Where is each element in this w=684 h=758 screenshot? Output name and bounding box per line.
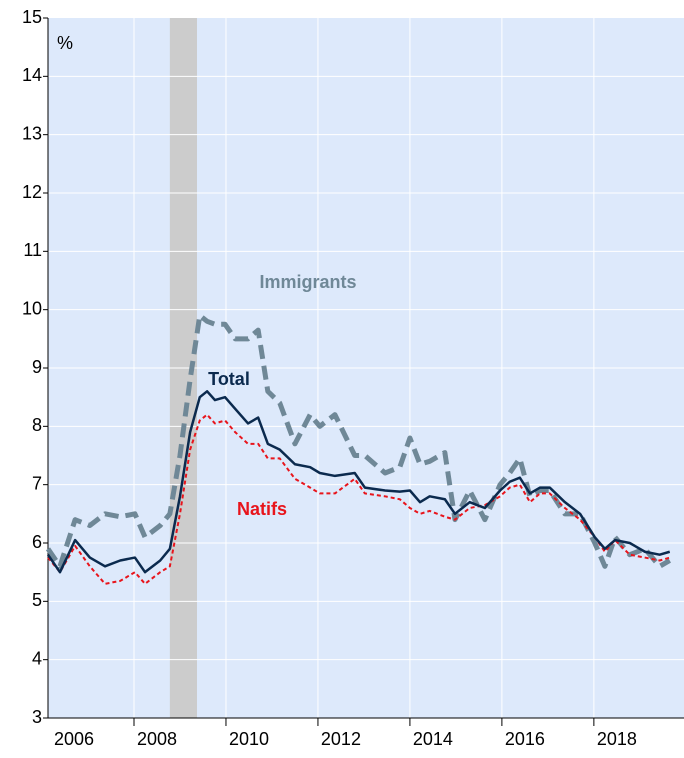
y-tick-label: 11 [23,240,42,260]
x-tick-label: 2008 [137,729,177,749]
y-tick-label: 3 [32,707,42,727]
y-tick-label: 6 [32,532,42,552]
x-tick-label: 2014 [413,729,453,749]
series-label: Natifs [237,499,287,519]
y-tick-label: 9 [32,357,42,377]
y-tick-label: 15 [22,7,42,27]
series-label: Immigrants [259,272,356,292]
y-tick-label: 4 [32,648,42,668]
series-line [45,313,671,569]
x-tick-label: 2016 [505,729,545,749]
y-tick-label: 12 [22,182,42,202]
y-tick-label: 10 [22,298,42,318]
y-tick-label: 7 [32,473,42,493]
y-tick-label: 5 [32,590,42,610]
y-tick-label: 8 [32,415,42,435]
x-tick-label: 2012 [321,729,361,749]
series-label: Total [208,369,250,389]
x-tick-label: 2006 [54,729,94,749]
y-tick-label: 13 [22,123,42,143]
x-tick-label: 2010 [229,729,269,749]
y-unit: % [57,33,73,53]
x-tick-label: 2018 [597,729,637,749]
y-tick-label: 14 [22,65,42,85]
series-line [47,413,671,585]
series-line [46,390,671,574]
